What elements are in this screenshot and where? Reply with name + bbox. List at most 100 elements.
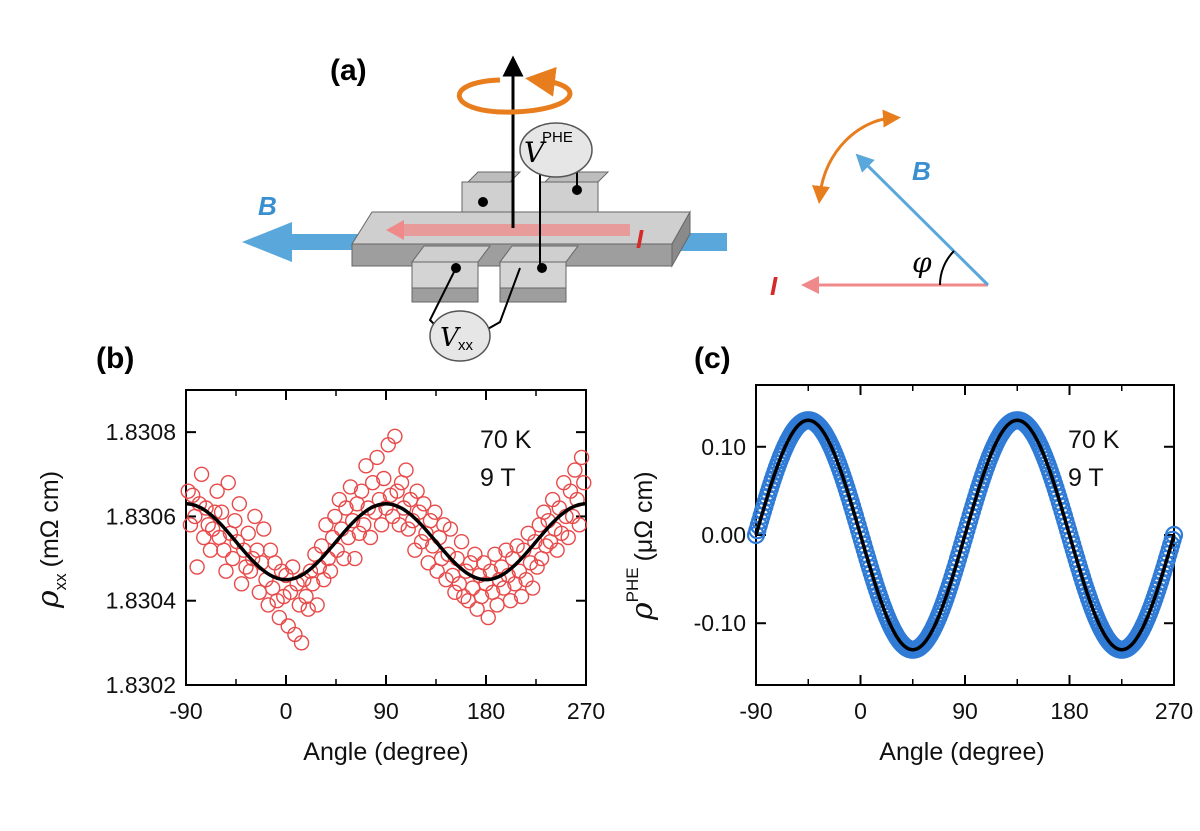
panel-b-data-point	[356, 517, 372, 533]
panel-b-data-point	[342, 479, 359, 495]
panel-b-temperature: 70 K	[480, 426, 532, 454]
panel-b-data-point	[227, 512, 243, 529]
panel-b-data-point	[549, 542, 565, 558]
panel-b-data-point	[560, 529, 576, 546]
panel-b-xtick-label: 0	[280, 698, 293, 724]
panel-b-data-point	[427, 504, 443, 520]
panel-b-data-point	[442, 521, 459, 537]
panel-b-data-point	[529, 559, 545, 575]
panel-b-data-point	[376, 470, 392, 487]
panel-b-data-point	[293, 635, 310, 651]
panel-b-data-point	[351, 525, 368, 541]
panel-c-ylabel-unit: (μΩ cm)	[630, 471, 658, 561]
vxx-subscript: xx	[458, 337, 474, 354]
panel-b-ytick-label: 1.8304	[106, 588, 177, 614]
panel-b-data-point	[209, 483, 225, 499]
panel-b-data-point	[413, 534, 430, 550]
panel-b-data-point	[336, 550, 352, 567]
panel-b-data-point	[538, 538, 554, 554]
panel-b-xtick-label: 90	[373, 698, 399, 724]
panel-b-data-point	[422, 512, 439, 529]
panel-b-data-point	[398, 462, 414, 478]
panel-b-data-point	[180, 483, 196, 499]
panel-b-xlabel: Angle (degree)	[303, 738, 468, 766]
panel-c-ylabel-symbol: ρ	[625, 602, 660, 621]
panel-b-data-point	[513, 588, 530, 605]
panel-b-data-point	[256, 521, 272, 537]
panel-b-data-point	[189, 559, 205, 575]
panel-c-xtick-label: 180	[1050, 698, 1088, 724]
vxx-voltmeter: V xx	[429, 310, 491, 362]
panel-b-data-point	[393, 475, 410, 491]
field-label-b: B	[258, 191, 277, 221]
panel-b-data-point	[567, 462, 583, 478]
panel-b-xtick-label: -90	[169, 698, 202, 724]
panel-b-data-point	[309, 597, 325, 613]
panel-c-data-points	[746, 411, 1184, 659]
angle-diagram: I B φ	[770, 109, 990, 301]
panel-b-data-point	[411, 504, 428, 520]
panel-b-chart: (b) -90 0 90 180 270 1.8302 1.8304 1.8306 1.8308…	[31, 342, 605, 766]
panel-b-data-point	[462, 555, 479, 571]
panel-b-data-point	[353, 483, 370, 499]
angle-arc	[938, 250, 955, 286]
panel-b-data-point	[358, 458, 374, 474]
panel-c-ylabel-sup: PHE	[623, 567, 642, 602]
panel-b-data-point	[200, 517, 216, 533]
panel-b-data-point	[249, 542, 265, 558]
panel-b-data-point	[453, 534, 470, 550]
panel-b-data-point	[362, 529, 379, 546]
current-arrow-on-bar	[386, 220, 630, 240]
panel-a: (a) B	[242, 54, 990, 362]
panel-b-data-point	[440, 546, 456, 563]
panel-b-data-point	[240, 525, 256, 541]
panel-b-ticks: -90 0 90 180 270 1.8302 1.8304 1.8306 1.8308	[106, 390, 605, 724]
panel-b-data-point	[347, 550, 363, 567]
panel-c-field: 9 T	[1068, 464, 1104, 492]
panel-b-data-point	[456, 588, 472, 605]
panel-b-data-point	[429, 563, 445, 579]
vphe-symbol: V	[524, 136, 547, 169]
panel-c-temperature: 70 K	[1068, 426, 1120, 454]
panel-b-data-point	[524, 580, 541, 596]
panel-b-data-point	[447, 584, 463, 600]
panel-b-data-point	[502, 593, 519, 609]
panel-b-data-point	[338, 500, 354, 516]
panel-b-data-point	[322, 563, 339, 579]
panel-b-data-point	[300, 601, 316, 617]
panel-b-data-point	[262, 542, 279, 558]
panel-b-data-point	[216, 542, 232, 558]
panel-b-ylabel-unit: (mΩ cm)	[36, 471, 64, 567]
panel-a-label: (a)	[330, 54, 367, 87]
panel-b-data-point	[373, 517, 390, 533]
panel-b-data-point	[302, 563, 319, 579]
current-label-bar: I	[636, 224, 644, 254]
panel-c-ylabel: ρPHE (μΩ cm)	[623, 471, 660, 621]
panel-c-xtick-label: 270	[1155, 698, 1193, 724]
panel-c-fit-curve	[754, 418, 1176, 652]
panel-b-data-point	[487, 546, 503, 563]
panel-b-label: (b)	[96, 342, 134, 375]
panel-b-data-point	[464, 580, 481, 596]
panel-b-data-point	[193, 466, 210, 482]
panel-b-ylabel: ρxx (mΩ cm)	[31, 471, 70, 609]
panel-b-data-point	[318, 517, 334, 533]
panel-b-ylabel-symbol: ρ	[31, 590, 66, 609]
panel-b-data-point	[218, 563, 234, 579]
panel-b-data-point	[242, 563, 259, 579]
current-label-diagram: I	[770, 271, 778, 301]
panel-b-data-point	[489, 597, 505, 613]
panel-b-data-point	[260, 597, 276, 613]
panel-b-data-point	[271, 609, 288, 626]
field-label-diagram: B	[912, 156, 931, 186]
panel-b-data-points	[180, 428, 592, 651]
panel-b-data-point	[220, 475, 236, 491]
panel-b-ylabel-sub: xx	[51, 573, 70, 591]
panel-b-data-point	[416, 496, 432, 512]
panel-b-data-point	[298, 588, 314, 605]
panel-b-data-point	[527, 534, 543, 550]
panel-b-xtick-label: 270	[567, 698, 605, 724]
panel-b-data-point	[244, 550, 261, 567]
panel-b-data-point	[327, 508, 343, 525]
panel-b-data-point	[480, 609, 496, 626]
